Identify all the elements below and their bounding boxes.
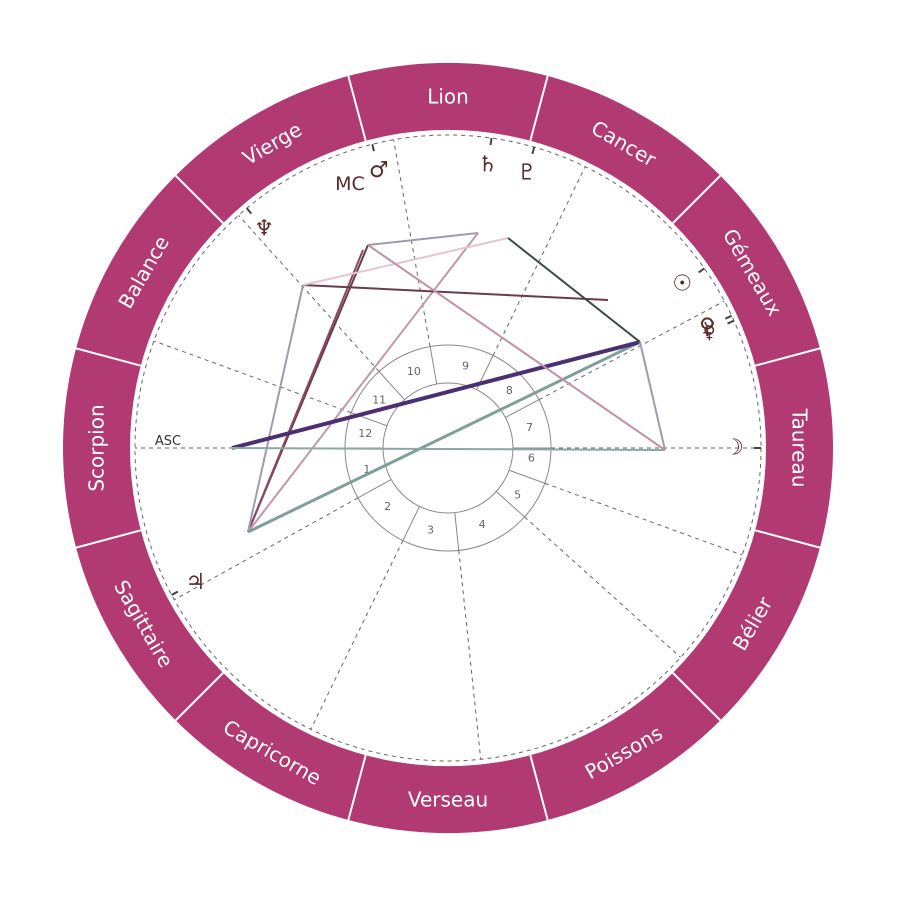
jupiter-icon: ♃ — [186, 570, 206, 595]
house-number-3: 3 — [427, 524, 434, 537]
pluto-icon: ♇ — [517, 161, 537, 186]
house-cusp-line — [310, 540, 404, 730]
house-divider — [402, 506, 420, 541]
planet-glyphs: ☉ ☽ ☿♀ ♂ ♃ ♄ ♆ ♇ — [171, 137, 761, 596]
house-number-5: 5 — [514, 488, 521, 501]
saturn-icon: ♄ — [478, 152, 498, 177]
house-number-6: 6 — [528, 452, 535, 465]
house-divider — [357, 479, 392, 499]
planet-tick — [371, 144, 375, 152]
zodiac-divider — [75, 529, 142, 549]
zodiac-divider — [754, 529, 821, 549]
house-number-11: 11 — [372, 393, 386, 406]
house-number-1: 1 — [363, 463, 370, 476]
house-divider — [429, 346, 438, 385]
mars-icon: ♂ — [369, 158, 389, 183]
house-cusp-line — [393, 139, 431, 347]
zodiac-divider — [175, 175, 224, 224]
axis-labels: ASC MC — [155, 173, 365, 449]
moon-icon: ☽ — [724, 436, 744, 461]
planet-tick — [724, 314, 733, 320]
house-divider — [505, 399, 540, 418]
house-cusp-line — [544, 482, 743, 556]
zodiac-sign-7: Verseau — [408, 788, 488, 812]
aspect-lines — [231, 232, 666, 534]
planet-tick — [727, 319, 735, 325]
zodiac-divider — [529, 754, 549, 821]
aspect-line — [367, 244, 666, 451]
zodiac-divider — [754, 347, 821, 367]
house-number-12: 12 — [358, 427, 372, 440]
zodiac-divider — [75, 347, 142, 367]
midheaven-label: MC — [335, 173, 365, 195]
house-divider — [495, 491, 525, 518]
house-cusp-line — [174, 497, 359, 601]
house-number-10: 10 — [407, 365, 421, 378]
house-cusp-line — [458, 550, 482, 760]
aspect-line — [302, 284, 609, 301]
zodiac-divider — [672, 672, 721, 721]
aspect-line — [367, 232, 479, 246]
neptune-icon: ♆ — [254, 216, 274, 241]
zodiac-divider — [175, 672, 224, 721]
house-number-2: 2 — [384, 500, 391, 513]
sun-icon: ☉ — [672, 271, 692, 296]
zodiac-divider — [529, 75, 549, 142]
venus-icon: ♀ — [699, 315, 715, 340]
ascendant-label: ASC — [155, 434, 181, 449]
zodiac-divider — [672, 175, 721, 224]
aspect-line — [231, 447, 666, 451]
house-divider — [378, 371, 405, 401]
house-number-4: 4 — [479, 518, 486, 531]
zodiac-sign-10: Taureau — [788, 408, 812, 488]
aspect-line — [231, 340, 641, 450]
house-cusp-line — [492, 166, 586, 356]
planet-tick — [698, 267, 705, 274]
house-number-9: 9 — [462, 359, 469, 372]
aspect-line — [247, 284, 304, 533]
zodiac-divider — [347, 75, 367, 142]
house-number-7: 7 — [526, 421, 533, 434]
house-divider — [454, 512, 460, 551]
planet-tick — [171, 590, 179, 596]
house-cusp-line — [238, 215, 380, 372]
planet-tick — [246, 207, 253, 215]
zodiac-divider — [347, 754, 367, 821]
house-cusp-line — [538, 300, 725, 401]
mercury-icon: ☿ — [703, 319, 717, 344]
aspect-line — [639, 341, 666, 451]
house-divider — [508, 469, 545, 484]
zodiac-sign-1: Lion — [427, 85, 469, 109]
planet-tick — [531, 146, 536, 155]
house-cusp-line — [153, 340, 352, 414]
house-cusp-line — [524, 516, 681, 658]
aspect-line — [507, 237, 641, 343]
aspect-line — [247, 340, 641, 534]
aspect-line — [247, 232, 479, 533]
aspect-line — [302, 237, 509, 286]
aspect-line — [247, 249, 364, 533]
zodiac-sign-4: Scorpion — [85, 404, 109, 491]
house-number-8: 8 — [506, 384, 513, 397]
planet-tick — [489, 137, 493, 146]
